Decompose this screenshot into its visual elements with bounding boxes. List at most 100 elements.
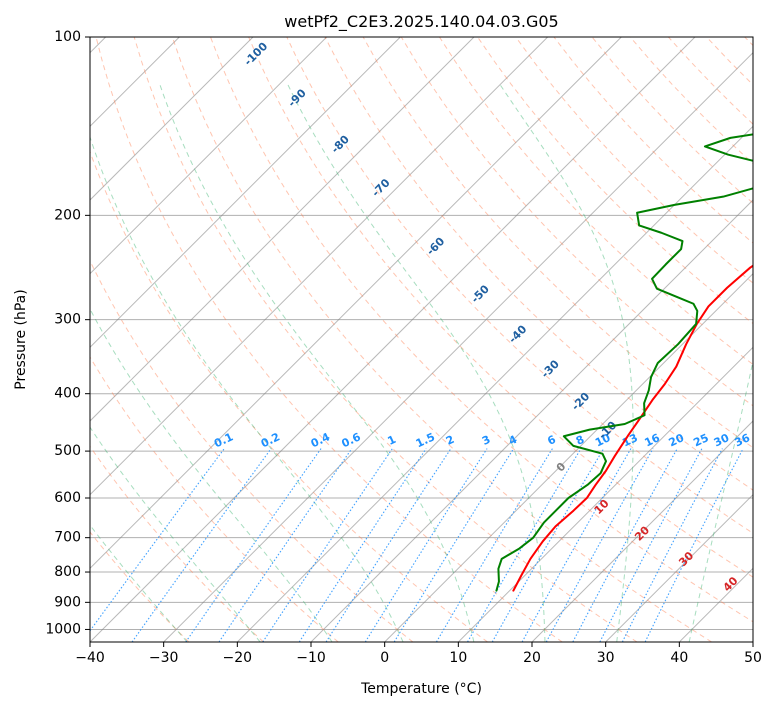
mixing-ratio-line <box>218 448 353 642</box>
isotherm-line <box>90 37 549 496</box>
moist-adiabat-label: -80 <box>329 133 352 156</box>
isotherm-line <box>90 37 696 642</box>
dry-adiabat-line <box>553 37 753 244</box>
x-axis-label: Temperature (°C) <box>360 681 482 697</box>
dry-adiabat-line <box>90 259 414 642</box>
sounding-profiles <box>495 133 753 592</box>
mixing-ratio-label: 30 <box>712 431 732 449</box>
mixing-ratio-label: 10 <box>593 431 613 449</box>
dry-adiabat-line <box>90 531 190 642</box>
dry-adiabat-line <box>248 37 753 578</box>
mixing-ratio-label: 20 <box>667 431 687 449</box>
x-tick-label: −10 <box>296 650 326 666</box>
moist-adiabats <box>90 83 753 642</box>
moist-adiabat-label: -50 <box>469 282 492 305</box>
x-tick-label: 0 <box>380 650 389 666</box>
mixing-ratio-line <box>572 448 678 642</box>
mixing-ratio-line <box>644 448 744 642</box>
isotherm-line <box>163 51 753 642</box>
moist-adiabat-line <box>159 83 475 642</box>
isotherm-line <box>678 567 753 642</box>
x-tick-label: −40 <box>75 650 105 666</box>
dry-adiabat-line <box>95 37 563 642</box>
x-tick-label: 50 <box>744 650 762 666</box>
dry-adiabat-line <box>133 37 638 642</box>
isotherm-line <box>384 272 753 642</box>
dry-adiabat-line <box>210 37 753 623</box>
mixing-ratio-label: 3 <box>480 433 492 448</box>
mixing-ratio-label: 36 <box>733 431 753 449</box>
x-tick-label: 10 <box>449 650 467 666</box>
mixing-ratio-line <box>185 448 322 642</box>
mixing-ratio-label: 16 <box>643 431 663 449</box>
mixing-ratio-label: 0.1 <box>212 430 235 450</box>
isotherm-line <box>90 37 328 275</box>
x-tick-label: 20 <box>523 650 541 666</box>
mixing-ratio-line <box>325 448 452 642</box>
y-tick-label: 500 <box>54 443 81 459</box>
y-tick-label: 700 <box>54 530 81 546</box>
y-tick-label: 400 <box>54 386 81 402</box>
plot-frame <box>89 36 754 643</box>
isotherm-line <box>310 199 753 642</box>
moist-adiabat-line <box>90 308 333 642</box>
y-tick-label: 1000 <box>45 621 81 637</box>
dry-adiabat-line <box>286 37 753 534</box>
mixing-ratio-line <box>298 448 427 642</box>
mixing-ratio-line <box>90 448 225 632</box>
isotherm-line <box>90 37 254 201</box>
moist-adiabat-line <box>688 358 753 642</box>
dry-adiabat-line <box>171 37 712 642</box>
dewpoint-profile-line <box>495 133 753 592</box>
moist-adiabat-label: -90 <box>285 86 308 109</box>
mixing-ratio-label: 1.5 <box>414 430 437 450</box>
isotherm-line <box>236 125 753 642</box>
isotherm-line <box>605 493 753 642</box>
mixing-ratio-line <box>393 448 515 642</box>
moist-adiabat-line <box>90 135 404 642</box>
dry-adiabat-line <box>706 37 753 86</box>
isobar-gridlines <box>90 37 753 630</box>
mixing-ratio-line <box>621 448 723 642</box>
dry-adiabat-line <box>90 356 339 642</box>
mixing-ratio-line <box>131 448 272 642</box>
mixing-ratio-label: 6 <box>545 433 558 448</box>
isotherm-line <box>457 346 753 642</box>
dry-adiabat-line <box>744 37 753 47</box>
temperature-profile-line <box>512 264 753 592</box>
mixing-ratio-label: 0.4 <box>309 430 332 450</box>
x-tick-label: 40 <box>670 650 688 666</box>
y-tick-label: 900 <box>54 594 81 610</box>
y-axis-ticks: 100 200 300 400 500 600 700 800 900 1000 <box>45 29 90 637</box>
isotherm-line <box>90 37 622 570</box>
dry-adiabat-line <box>90 445 264 642</box>
mixing-ratio-line <box>364 448 488 642</box>
isotherm-line <box>752 641 753 642</box>
mixing-ratio-line <box>467 448 582 642</box>
x-tick-label: −20 <box>223 650 253 666</box>
isotherm-line <box>90 37 475 422</box>
mixing-ratio-label: 25 <box>691 431 710 449</box>
y-tick-label: 800 <box>54 564 81 580</box>
dry-adiabat-line <box>477 37 753 325</box>
temperature-label: 10 <box>592 497 612 517</box>
y-axis-label: Pressure (hPa) <box>13 289 29 389</box>
dry-adiabat-line <box>439 37 753 366</box>
dry-adiabat-line <box>400 37 753 407</box>
temperature-label: 30 <box>676 549 696 569</box>
moist-adiabat-line <box>287 83 546 642</box>
moist-adiabat-line <box>499 83 634 642</box>
y-tick-label: 300 <box>54 312 81 328</box>
temperature-label: 40 <box>721 574 741 594</box>
y-tick-label: 200 <box>54 207 81 223</box>
x-tick-label: −30 <box>149 650 179 666</box>
dry-adiabat-line <box>515 37 753 284</box>
mixing-ratio-line <box>262 448 393 642</box>
mixing-ratio-label: 0.6 <box>340 430 363 450</box>
moist-adiabat-line <box>90 524 188 642</box>
mixing-ratio-line <box>435 448 553 642</box>
x-tick-label: 30 <box>597 650 615 666</box>
dry-adiabats <box>90 37 753 642</box>
